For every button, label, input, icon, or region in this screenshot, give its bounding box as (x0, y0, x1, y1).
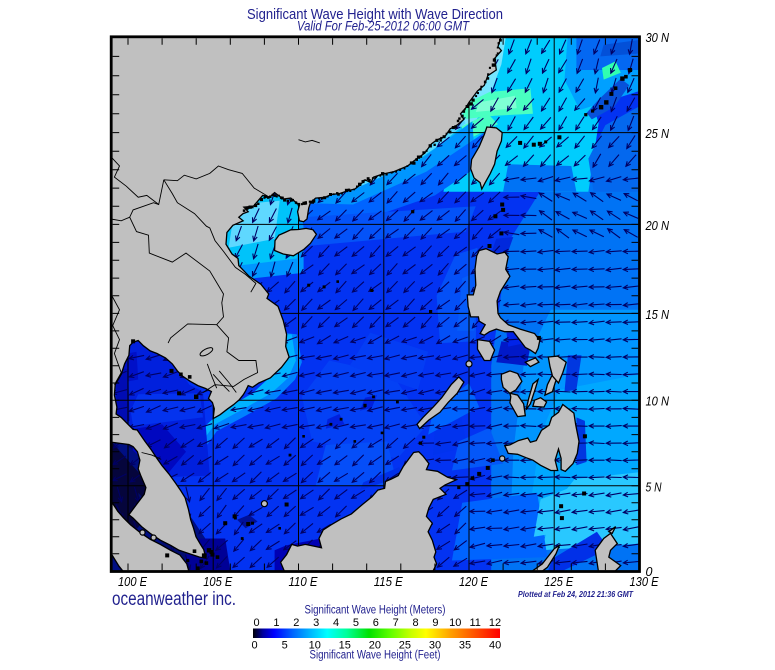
svg-text:Significant Wave Height (Meter: Significant Wave Height (Meters) (305, 605, 446, 617)
svg-text:5: 5 (353, 617, 359, 629)
svg-text:11: 11 (469, 617, 480, 629)
svg-text:oceanweather inc.: oceanweather inc. (112, 589, 236, 610)
svg-text:25 N: 25 N (645, 127, 670, 141)
svg-text:8: 8 (412, 617, 418, 629)
svg-text:130 E: 130 E (630, 575, 660, 589)
svg-text:6: 6 (373, 617, 379, 629)
svg-text:20: 20 (369, 640, 381, 652)
svg-text:40: 40 (489, 640, 501, 652)
svg-text:1: 1 (273, 617, 279, 629)
svg-text:120 E: 120 E (459, 575, 489, 589)
svg-text:105 E: 105 E (203, 575, 233, 589)
svg-text:0: 0 (253, 617, 259, 629)
svg-text:10 N: 10 N (646, 395, 670, 409)
svg-text:0: 0 (252, 640, 258, 652)
svg-text:2: 2 (293, 617, 299, 629)
svg-text:30: 30 (429, 640, 441, 652)
svg-text:115 E: 115 E (374, 575, 404, 589)
svg-text:110 E: 110 E (289, 575, 319, 589)
svg-text:4: 4 (333, 617, 339, 629)
svg-text:3: 3 (313, 617, 319, 629)
svg-text:0: 0 (646, 565, 653, 579)
svg-text:15: 15 (339, 640, 351, 652)
svg-text:5 N: 5 N (646, 480, 663, 494)
svg-text:Significant Wave Height with W: Significant Wave Height with Wave Direct… (247, 7, 503, 23)
svg-text:5: 5 (282, 640, 288, 652)
svg-text:25: 25 (399, 640, 411, 652)
svg-text:10: 10 (309, 640, 321, 652)
svg-text:7: 7 (393, 617, 399, 629)
svg-text:Valid For Feb-25-2012 06:00 GM: Valid For Feb-25-2012 06:00 GMT (297, 19, 470, 34)
svg-text:100 E: 100 E (118, 575, 148, 589)
svg-text:Significant Wave Height (Feet): Significant Wave Height (Feet) (310, 650, 441, 662)
svg-text:Plotted at Feb 24, 2012 21:36: Plotted at Feb 24, 2012 21:36 GMT (518, 590, 634, 599)
svg-text:125 E: 125 E (544, 575, 574, 589)
svg-text:30 N: 30 N (646, 31, 670, 45)
svg-text:35: 35 (459, 640, 471, 652)
svg-text:10: 10 (449, 617, 461, 629)
svg-text:12: 12 (489, 617, 501, 629)
svg-text:9: 9 (432, 617, 438, 629)
svg-text:15 N: 15 N (646, 308, 670, 322)
svg-text:20 N: 20 N (645, 219, 670, 233)
